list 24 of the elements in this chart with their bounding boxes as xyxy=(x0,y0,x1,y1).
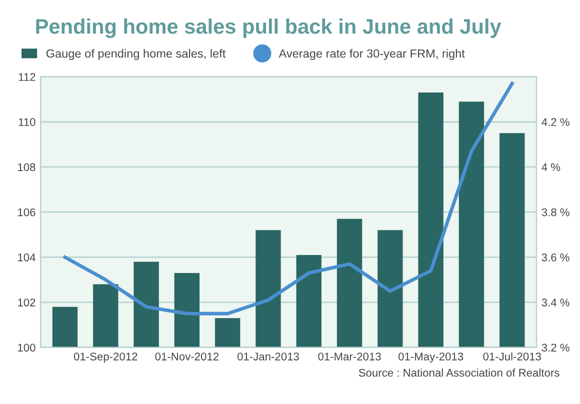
y-tick-label: 106 xyxy=(18,208,36,216)
y2-tick-label: 4 % xyxy=(542,163,560,172)
y2-tick-label: 4.2 % xyxy=(542,118,570,126)
line-series xyxy=(63,82,514,316)
x-tick-label: 01-Mar-2013 xyxy=(318,352,381,360)
y2-tick-label: 3.8 % xyxy=(542,208,570,216)
x-tick-label: 01-Jan-2013 xyxy=(237,352,299,360)
y-tick-label: 110 xyxy=(18,118,36,126)
source-note: Source : National Association of Realtors xyxy=(358,368,560,377)
x-tick-label: 01-Sep-2012 xyxy=(74,352,138,363)
x-tick-label: 01-Nov-2012 xyxy=(155,352,218,360)
y-tick-label: 108 xyxy=(18,163,36,172)
y2-tick-label: 3.4 % xyxy=(542,298,570,306)
y-tick-label: 100 xyxy=(18,344,36,352)
y-tick-label: 102 xyxy=(18,298,36,306)
legend-label: Gauge of pending home sales, left xyxy=(46,49,226,60)
legend-label: Average rate for 30-year FRM, right xyxy=(278,49,465,60)
y-tick-label: 104 xyxy=(18,253,36,262)
y2-tick-label: 3.6 % xyxy=(542,253,570,262)
y2-tick-label: 3.2 % xyxy=(542,344,570,352)
chart-title: Pending home sales pull back in June and July xyxy=(36,18,502,38)
x-tick-label: 01-Jul-2013 xyxy=(483,352,541,360)
x-tick-label: 01-May-2013 xyxy=(398,352,464,363)
y-tick-label: 112 xyxy=(18,73,36,81)
